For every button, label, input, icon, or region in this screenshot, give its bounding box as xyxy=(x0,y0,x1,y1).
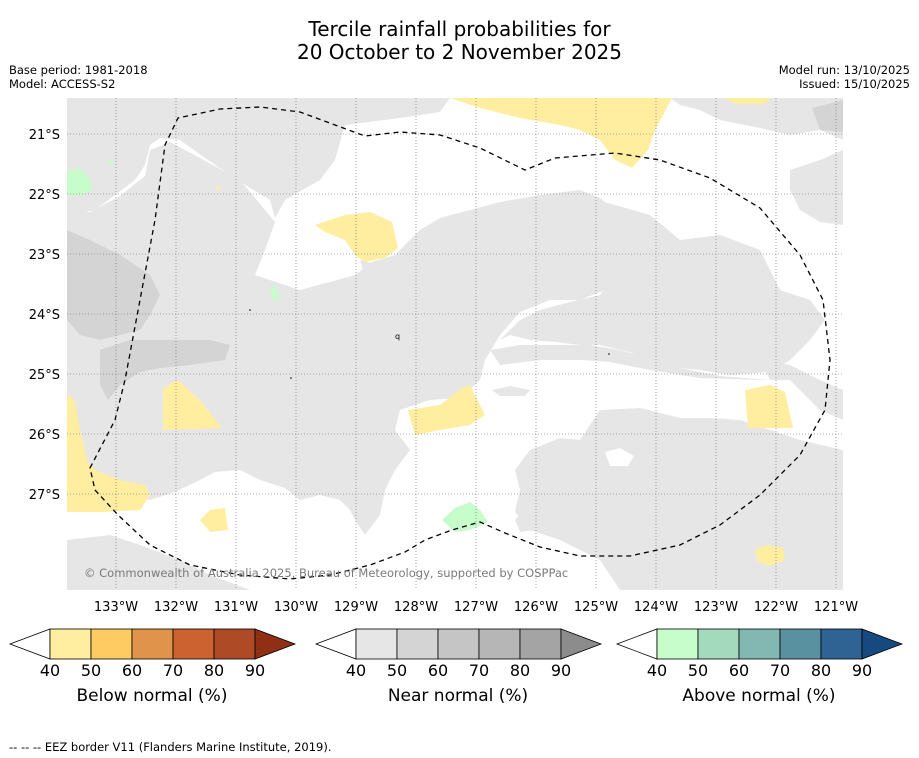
colorbar-cell xyxy=(738,628,781,660)
colorbar-cell xyxy=(172,628,215,660)
colorbar-cell xyxy=(697,628,740,660)
lon-label: 130°W xyxy=(274,600,318,615)
colorbar-tick-label: 90 xyxy=(245,661,265,680)
colorbar-cell xyxy=(213,628,256,660)
graticule xyxy=(67,98,843,590)
lat-label: 21°S xyxy=(29,128,60,143)
legend-label-near: Near normal (%) xyxy=(387,686,529,706)
colorbar-cell xyxy=(437,628,480,660)
lon-label: 124°W xyxy=(634,600,678,615)
colorbar-under-arrow xyxy=(314,628,357,660)
legend-label-above: Above normal (%) xyxy=(682,686,836,706)
lon-label: 121°W xyxy=(814,600,858,615)
lat-label: 25°S xyxy=(29,368,60,383)
colorbar-tick-label: 60 xyxy=(122,661,142,680)
colorbar-tick-label: 90 xyxy=(551,661,571,680)
colorbar-tick-label: 90 xyxy=(852,661,872,680)
above-normal-region xyxy=(67,160,488,532)
lat-labels: 21°S 22°S 23°S 24°S 25°S 26°S 27°S xyxy=(29,128,60,503)
near-normal-50-region xyxy=(67,100,843,400)
lon-label: 129°W xyxy=(334,600,378,615)
colorbar-tick-label: 70 xyxy=(163,661,183,680)
colorbar-above: 40 50 60 70 80 90 xyxy=(615,628,904,680)
colorbar-cell xyxy=(49,628,92,660)
lon-label: 122°W xyxy=(754,600,798,615)
colorbar-cell xyxy=(355,628,398,660)
lon-label: 127°W xyxy=(454,600,498,615)
colorbar-tick-label: 40 xyxy=(40,661,60,680)
lon-labels: 133°W 132°W 131°W 130°W 129°W 128°W 127°… xyxy=(94,600,858,615)
colorbar-cell xyxy=(656,628,699,660)
lon-label: 133°W xyxy=(94,600,138,615)
colorbar-tick-label: 50 xyxy=(688,661,708,680)
map-title: Tercile rainfall probabilities for 20 Oc… xyxy=(0,18,919,64)
colorbar-cell xyxy=(396,628,439,660)
lon-label: 125°W xyxy=(574,600,618,615)
colorbar-tick-label: 80 xyxy=(510,661,530,680)
lat-label: 27°S xyxy=(29,488,60,503)
lat-label: 26°S xyxy=(29,428,60,443)
model-name: Model: ACCESS-S2 xyxy=(9,77,116,91)
colorbar-tick-label: 40 xyxy=(346,661,366,680)
lat-label: 22°S xyxy=(29,188,60,203)
eez-border xyxy=(89,106,831,580)
map-fields: q © Commonwealth of Australia 2025, Bure… xyxy=(67,98,843,590)
lon-label: 128°W xyxy=(394,600,438,615)
colorbar-tick-label: 70 xyxy=(770,661,790,680)
lat-label: 24°S xyxy=(29,308,60,323)
colorbar-over-arrow xyxy=(560,628,603,660)
legend-label-below: Below normal (%) xyxy=(76,686,228,706)
colorbar-tick-label: 60 xyxy=(729,661,749,680)
colorbar-cell xyxy=(820,628,863,660)
colorbar-tick-label: 80 xyxy=(204,661,224,680)
colorbar-over-arrow xyxy=(254,628,297,660)
eez-footnote: -- -- -- EEZ border V11 (Flanders Marine… xyxy=(9,740,332,754)
colorbar-cell xyxy=(131,628,174,660)
colorbar-tick-label: 60 xyxy=(428,661,448,680)
colorbar-tick-label: 50 xyxy=(387,661,407,680)
colorbar-under-arrow xyxy=(615,628,658,660)
base-period: Base period: 1981-2018 xyxy=(9,63,148,77)
below-normal-region xyxy=(67,98,793,566)
colorbar-below: 40 50 60 70 80 90 xyxy=(8,628,297,680)
colorbar-tick-label: 80 xyxy=(811,661,831,680)
lon-label: 126°W xyxy=(514,600,558,615)
lon-label: 123°W xyxy=(694,600,738,615)
lon-label: 131°W xyxy=(214,600,258,615)
copyright-text: © Commonwealth of Australia 2025, Bureau… xyxy=(84,566,568,580)
colorbar-cell xyxy=(779,628,822,660)
title-line-2: 20 October to 2 November 2025 xyxy=(296,40,623,64)
model-run-date: Model run: 13/10/2025 xyxy=(778,63,910,77)
lon-label: 132°W xyxy=(154,600,198,615)
colorbar-cell xyxy=(519,628,562,660)
map-marker: q xyxy=(395,332,400,341)
colorbar-cell xyxy=(90,628,133,660)
colorbar-over-arrow xyxy=(861,628,904,660)
colorbar-under-arrow xyxy=(8,628,51,660)
map-specks xyxy=(249,309,610,379)
title-line-1: Tercile rainfall probabilities for xyxy=(308,17,611,41)
colorbar-legends: 40 50 60 70 80 90 40 50 60 70 80 90 40 50 60 70 80 90 xyxy=(8,628,904,680)
near-normal-region xyxy=(67,98,843,590)
colorbar-tick-label: 70 xyxy=(469,661,489,680)
issued-date: Issued: 15/10/2025 xyxy=(799,77,910,91)
model-info: Base period: 1981-2018 Model: ACCESS-S2 xyxy=(9,63,148,91)
colorbar-near: 40 50 60 70 80 90 xyxy=(314,628,603,680)
lat-label: 23°S xyxy=(29,248,60,263)
colorbar-cell xyxy=(478,628,521,660)
run-info: Model run: 13/10/2025 Issued: 15/10/2025 xyxy=(779,63,910,91)
colorbar-tick-label: 40 xyxy=(647,661,667,680)
colorbar-tick-label: 50 xyxy=(81,661,101,680)
